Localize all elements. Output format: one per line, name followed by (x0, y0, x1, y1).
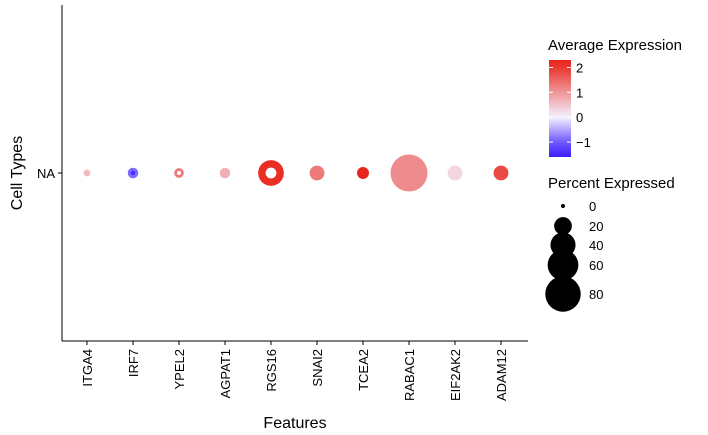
color-legend: Average Expression 2 1 0 −1 (548, 37, 682, 157)
color-tick-label: 2 (576, 60, 583, 75)
x-tick-labels: ITGA4 IRF7 YPEL2 AGPAT1 RGS16 SNAI2 TCEA2 RABAC… (80, 341, 509, 401)
x-tick-label: TCEA2 (356, 349, 371, 391)
x-tick-label: AGPAT1 (218, 349, 233, 398)
size-legend-label: 0 (589, 199, 596, 214)
size-legend-label: 20 (589, 219, 603, 234)
size-legend-title: Percent Expressed (548, 175, 675, 192)
dot-itga4 (83, 169, 91, 177)
dot-snai2 (309, 165, 325, 181)
dot-adam12 (493, 165, 509, 181)
y-tick-labels: NA (37, 166, 62, 181)
size-legend-label: 40 (589, 238, 603, 253)
color-tick-label: 0 (576, 110, 583, 125)
y-axis-title: Cell Types (9, 136, 26, 210)
dot-tcea2 (357, 167, 369, 179)
x-tick-label: RABAC1 (402, 349, 417, 401)
dot-center-rgs16 (265, 167, 277, 179)
size-legend: Percent Expressed 0 20 40 60 80 (545, 175, 675, 312)
size-legend-dot (547, 249, 579, 281)
dot-agpat1 (219, 167, 231, 179)
x-tick-label: EIF2AK2 (448, 349, 463, 401)
size-legend-dot (545, 276, 581, 312)
x-tick-label: SNAI2 (310, 349, 325, 387)
size-legend-dot (554, 217, 572, 235)
x-axis-title: Features (263, 415, 326, 432)
dot-rabac1 (390, 154, 428, 192)
x-tick-label: YPEL2 (172, 349, 187, 389)
dot-eif2ak2 (447, 165, 463, 181)
dot-center-irf7 (130, 170, 136, 176)
x-tick-label: IRF7 (126, 349, 141, 377)
color-legend-title: Average Expression (548, 37, 682, 54)
size-legend-dot (561, 204, 565, 208)
x-tick-label: ADAM12 (494, 349, 509, 401)
y-tick-label: NA (37, 166, 55, 181)
dot-layer (83, 154, 509, 192)
size-legend-label: 80 (589, 287, 603, 302)
color-tick-label: 1 (576, 85, 583, 100)
x-tick-label: ITGA4 (80, 349, 95, 387)
x-tick-label: RGS16 (264, 349, 279, 392)
color-tick-label: −1 (576, 135, 591, 150)
dot-center-ypel2 (176, 170, 182, 176)
color-bar (549, 60, 571, 157)
size-legend-label: 60 (589, 258, 603, 273)
